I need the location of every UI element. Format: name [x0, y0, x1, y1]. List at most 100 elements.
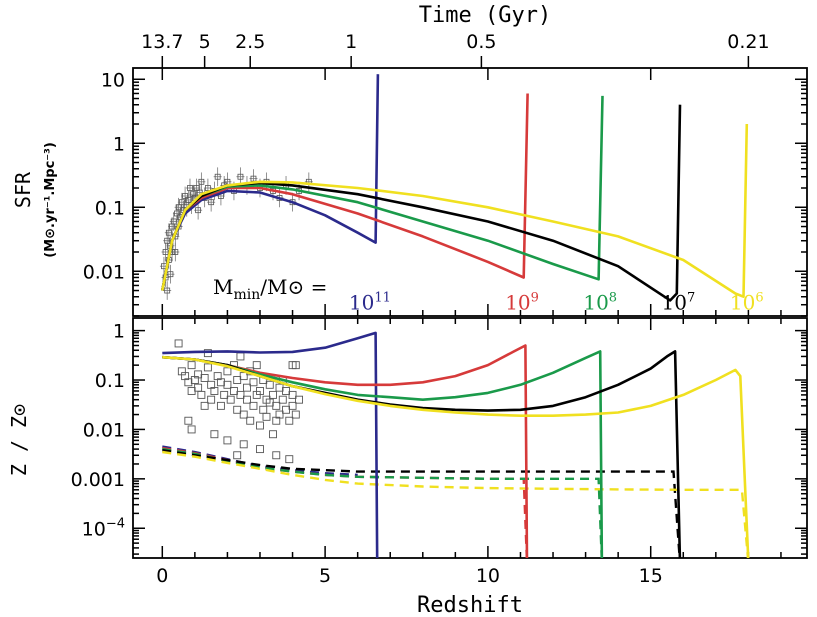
z-obs-point	[275, 383, 284, 392]
x-tick-label: 10	[476, 565, 500, 587]
z-dashed-series-line	[162, 450, 750, 558]
sfr-obs-point	[164, 237, 171, 244]
z-obs-point	[256, 387, 264, 395]
sfr-panel-frame	[132, 67, 808, 317]
x-tick-label: 5	[319, 565, 331, 587]
z-obs-point	[288, 361, 297, 370]
series-mass-label: 109	[505, 290, 539, 314]
sfr-y-tick-label: 0.1	[95, 197, 125, 219]
z-obs-point	[243, 395, 251, 404]
z-obs-point	[229, 387, 238, 395]
z-solid-series-line	[162, 331, 379, 558]
sfr-obs-point	[175, 204, 182, 211]
z-obs-point	[200, 374, 209, 382]
z-obs-point	[233, 451, 242, 460]
z-solid-series-line	[162, 355, 750, 558]
z-obs-point	[223, 380, 232, 389]
z-dashed-series-line	[162, 449, 681, 558]
sfr-obs-point	[174, 210, 180, 217]
sfr-y-tick-label: 1	[113, 133, 125, 155]
z-dashed-series-line	[162, 447, 603, 558]
sfr-obs-point	[182, 193, 188, 199]
metallicity-panel-frame	[132, 317, 808, 559]
series-mass-label: 1011	[349, 290, 391, 314]
z-obs-point	[200, 401, 209, 410]
z-obs-point	[233, 376, 242, 384]
z-obs-point	[197, 390, 206, 399]
redshift-x-axis: 0 5 10 15	[156, 68, 782, 587]
z-obs-point	[249, 401, 258, 410]
z-obs-point	[288, 390, 297, 399]
z-obs-point	[223, 367, 232, 376]
metallicity-y-axis: 1 0.1 0.01 0.001 10−4	[71, 321, 807, 555]
z-obs-point	[207, 395, 216, 404]
time-tick-label: 13.7	[141, 31, 183, 53]
z-obs-point	[239, 372, 248, 381]
z-obs-point	[210, 387, 219, 395]
mmin-annotation: Mmin/M⊙ =	[213, 275, 327, 303]
z-obs-point	[285, 455, 294, 464]
z-obs-point	[256, 445, 264, 454]
z-obs-point	[272, 451, 281, 460]
sfr-series-line	[161, 123, 749, 298]
z-y-tick-label: 1	[113, 321, 125, 343]
sfr-obs-point	[250, 175, 257, 182]
z-obs-point	[226, 395, 235, 404]
time-tick-label: 2.5	[235, 31, 265, 53]
z-obs-point	[291, 410, 300, 419]
time-tick-label: 0.21	[727, 31, 769, 53]
sfr-y-tick-label: 10	[101, 69, 125, 91]
z-obs-point	[174, 339, 183, 348]
sfr-ylabel: SFR	[11, 171, 35, 208]
z-obs-point	[249, 378, 258, 387]
z-obs-point	[203, 363, 212, 372]
sfr-ylabel-unit: (M⊙.yr⁻¹.Mpc⁻³)	[43, 142, 58, 258]
z-solid-series-line	[162, 344, 529, 558]
z-obs-point	[252, 361, 261, 370]
z-obs-point	[187, 387, 196, 395]
z-obs-point	[184, 416, 193, 425]
z-obs-point	[236, 390, 245, 399]
z-obs-point	[285, 416, 294, 425]
sfr-obs-point	[167, 271, 174, 278]
series-mass-label: 107	[662, 290, 696, 314]
sfr-obs-point	[193, 185, 200, 191]
z-obs-point	[262, 412, 271, 421]
sfr-obs-point	[178, 199, 185, 206]
z-y-tick-label: 0.01	[83, 419, 125, 441]
sfr-obs-point	[195, 207, 202, 214]
sfr-obs-point	[190, 191, 197, 198]
z-obs-point	[246, 416, 255, 425]
series-mass-label: 108	[583, 290, 617, 314]
top-time-ticks: 13.7 5 2.5 1 0.5 0.21	[141, 31, 770, 68]
redshift-xlabel: Redshift	[417, 593, 523, 617]
metallicity-series-lines	[162, 331, 750, 558]
z-obs-point	[220, 390, 229, 399]
z-obs-point	[184, 378, 193, 387]
z-obs-point	[239, 410, 248, 419]
z-obs-point	[278, 395, 287, 404]
sfr-obs-point	[187, 185, 193, 191]
z-obs-point	[256, 421, 264, 430]
z-obs-point	[295, 395, 304, 404]
top-axis-title: Time (Gyr)	[419, 3, 551, 28]
sfr-obs-point	[204, 185, 211, 191]
sfr-obs-point	[170, 218, 177, 225]
z-obs-point	[265, 380, 274, 389]
metallicity-observations	[174, 339, 304, 464]
z-obs-point	[236, 352, 245, 361]
z-obs-point	[269, 430, 277, 439]
z-dashed-series-line	[162, 446, 529, 558]
z-obs-point	[216, 378, 225, 387]
sfr-series-lines	[161, 74, 749, 302]
z-obs-point	[243, 383, 251, 392]
z-obs-point	[223, 436, 232, 445]
series-mass-label: 106	[730, 290, 764, 314]
z-obs-point	[272, 401, 281, 410]
sfr-obs-point	[165, 229, 172, 236]
z-obs-point	[233, 405, 242, 414]
sfr-obs-point	[164, 287, 171, 294]
z-obs-point	[210, 430, 219, 439]
z-obs-point	[259, 405, 268, 414]
z-solid-series-line	[162, 350, 604, 558]
